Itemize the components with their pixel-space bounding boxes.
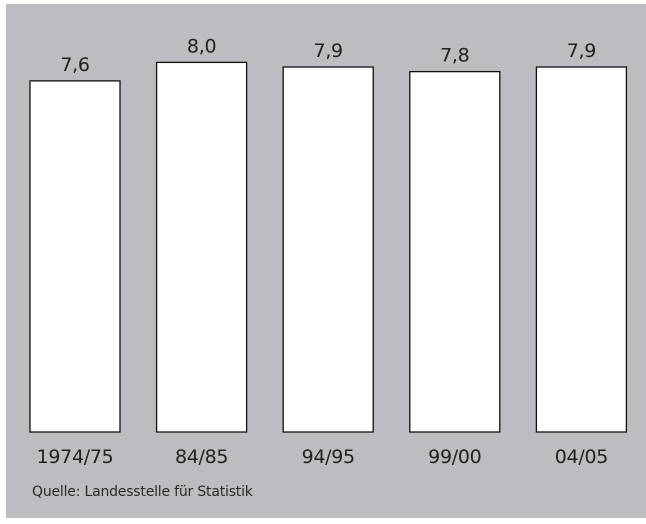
value-label-2: 8,0 — [187, 35, 216, 57]
x-tick-label-1: 1974/75 — [37, 446, 114, 468]
bar-1 — [29, 80, 121, 433]
x-tick-label-4: 99/00 — [428, 446, 481, 468]
chart-panel: 7,6 1974/75 8,0 84/85 7,9 94/95 7,8 99/00 7,9 04/… — [6, 4, 646, 518]
bar-5 — [535, 66, 628, 433]
source-note: Quelle: Landesstelle für Statistik — [32, 484, 253, 500]
bar-chart: 7,6 1974/75 8,0 84/85 7,9 94/95 7,8 99/00 7,9 04/… — [29, 35, 628, 468]
value-label-3: 7,9 — [314, 40, 343, 62]
bar-2 — [155, 61, 248, 433]
value-label-5: 7,9 — [567, 40, 596, 62]
x-tick-label-5: 04/05 — [555, 446, 608, 468]
value-label-1: 7,6 — [60, 54, 89, 76]
x-tick-label-3: 94/95 — [302, 446, 355, 468]
bar-4 — [409, 70, 501, 433]
bar-3 — [282, 66, 374, 433]
value-label-4: 7,8 — [440, 45, 469, 67]
x-tick-label-2: 84/85 — [175, 446, 228, 468]
